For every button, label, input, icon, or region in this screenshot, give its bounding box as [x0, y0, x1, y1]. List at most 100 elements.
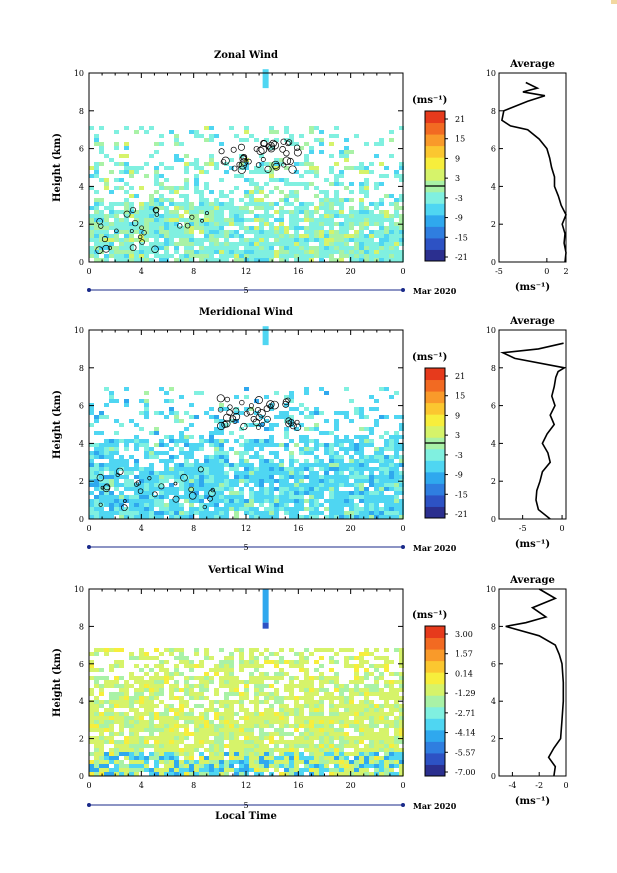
- heatmap-cell: [294, 507, 299, 511]
- heatmap-cell: [394, 503, 399, 507]
- heatmap-cell: [384, 704, 389, 708]
- heatmap-cell: [284, 443, 289, 447]
- heatmap-cell: [199, 724, 204, 728]
- heatmap-cell: [314, 708, 319, 712]
- heatmap-cell: [344, 214, 349, 218]
- heatmap-cell: [349, 210, 354, 214]
- heatmap-cell: [329, 459, 334, 463]
- heatmap-cell: [249, 238, 254, 242]
- heatmap-cell: [319, 752, 324, 756]
- heatmap-cell: [299, 756, 304, 760]
- heatmap-cell: [209, 443, 214, 447]
- colorbar-swatch: [425, 111, 445, 124]
- heatmap-cell: [389, 138, 394, 142]
- heatmap-cell: [164, 242, 169, 246]
- heatmap-cell: [164, 479, 169, 483]
- heatmap-cell: [124, 206, 129, 210]
- heatmap-cell: [144, 664, 149, 668]
- heatmap-cell: [289, 696, 294, 700]
- heatmap-cell: [199, 487, 204, 491]
- heatmap-cell: [154, 704, 159, 708]
- heatmap-cell: [244, 479, 249, 483]
- heatmap-cell: [284, 226, 289, 230]
- heatmap-cell: [94, 724, 99, 728]
- heatmap-cell: [214, 756, 219, 760]
- heatmap-cell: [204, 507, 209, 511]
- heatmap-cell: [179, 752, 184, 756]
- contour-mark: [102, 484, 111, 493]
- heatmap-cell: [389, 154, 394, 158]
- heatmap-cell: [259, 499, 264, 503]
- heatmap-cell: [259, 752, 264, 756]
- heatmap-cell: [199, 443, 204, 447]
- heatmap-cell: [164, 467, 169, 471]
- contour-mark: [232, 412, 241, 421]
- heatmap-cell: [269, 166, 274, 170]
- heatmap-cell: [284, 491, 289, 495]
- heatmap-cell: [249, 170, 254, 174]
- heatmap-cell: [349, 166, 354, 170]
- heatmap-cell: [164, 668, 169, 672]
- heatmap-cell: [164, 226, 169, 230]
- heatmap-cell: [374, 154, 379, 158]
- heatmap-cell: [89, 772, 94, 776]
- heatmap-cell: [154, 752, 159, 756]
- heatmap-cell: [209, 210, 214, 214]
- heatmap-cell: [359, 254, 364, 258]
- heatmap-cell: [304, 483, 309, 487]
- heatmap-cell: [199, 688, 204, 692]
- heatmap-cell: [389, 768, 394, 772]
- heatmap-cell: [94, 507, 99, 511]
- heatmap-cell: [154, 455, 159, 459]
- heatmap-cell: [344, 495, 349, 499]
- heatmap-cell: [144, 479, 149, 483]
- heatmap-cell: [344, 744, 349, 748]
- heatmap-cell: [359, 756, 364, 760]
- heatmap-cell: [284, 202, 289, 206]
- heatmap-cell: [144, 222, 149, 226]
- heatmap-cell: [349, 752, 354, 756]
- heatmap-cell: [359, 467, 364, 471]
- heatmap-cell: [249, 210, 254, 214]
- heatmap-cell: [164, 720, 169, 724]
- heatmap-cell: [134, 170, 139, 174]
- heatmap-cell: [149, 768, 154, 772]
- heatmap-cell: [89, 740, 94, 744]
- heatmap-cell: [94, 712, 99, 716]
- heatmap-cell: [139, 752, 144, 756]
- contour-mark: [188, 486, 194, 493]
- heatmap-cell: [214, 447, 219, 451]
- heatmap-cell: [374, 242, 379, 246]
- heatmap-cell: [189, 202, 194, 206]
- heatmap-cell: [229, 744, 234, 748]
- heatmap-cell: [174, 668, 179, 672]
- heatmap-cell: [169, 648, 174, 652]
- heatmap-cell: [169, 230, 174, 234]
- heatmap-cell: [389, 660, 394, 664]
- heatmap-cell: [144, 768, 149, 772]
- heatmap-cell: [314, 704, 319, 708]
- heatmap-cell: [214, 511, 219, 515]
- heatmap-cell: [204, 768, 209, 772]
- heatmap-cell: [304, 720, 309, 724]
- heatmap-cell: [229, 732, 234, 736]
- heatmap-cell: [129, 708, 134, 712]
- heatmap-cell: [354, 134, 359, 138]
- average-title: Average: [509, 59, 555, 70]
- colorbar-tick-label: -15: [455, 233, 468, 242]
- heatmap-cell: [219, 258, 224, 262]
- heatmap-cell: [319, 712, 324, 716]
- heatmap-cell: [284, 660, 289, 664]
- heatmap-cell: [334, 411, 339, 415]
- heatmap-cell: [154, 142, 159, 146]
- heatmap-cell: [359, 768, 364, 772]
- heatmap-cell: [109, 648, 114, 652]
- heatmap-cell: [244, 238, 249, 242]
- heatmap-cell: [224, 479, 229, 483]
- contour-mark: [107, 245, 113, 251]
- heatmap-cell: [179, 238, 184, 242]
- heatmap-cell: [369, 507, 374, 511]
- heatmap-cell: [159, 712, 164, 716]
- heatmap-cell: [199, 254, 204, 258]
- heatmap-cell: [294, 768, 299, 772]
